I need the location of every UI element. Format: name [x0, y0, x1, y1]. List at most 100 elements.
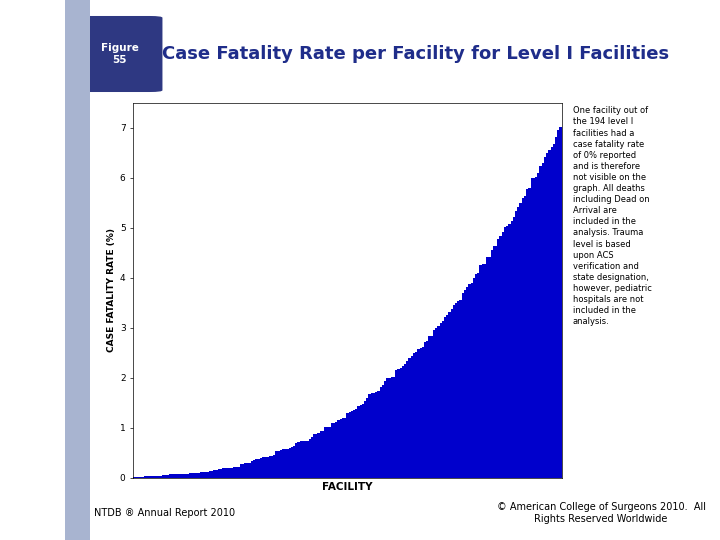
Bar: [279, 450, 282, 478]
Bar: [480, 265, 482, 478]
Bar: [211, 471, 213, 478]
Bar: [202, 472, 204, 478]
Bar: [451, 308, 453, 478]
Bar: [233, 468, 235, 478]
Bar: [207, 472, 209, 478]
Bar: [555, 138, 557, 478]
Bar: [269, 456, 271, 478]
Bar: [220, 469, 222, 478]
Bar: [182, 474, 184, 478]
Bar: [498, 239, 500, 478]
Bar: [484, 264, 486, 478]
Bar: [180, 474, 182, 478]
Text: One facility out of
the 194 level I
facilities had a
case fatality rate
of 0% re: One facility out of the 194 level I faci…: [572, 106, 652, 326]
Bar: [213, 470, 215, 478]
Bar: [251, 461, 253, 478]
Bar: [171, 475, 173, 478]
Bar: [340, 419, 342, 478]
Bar: [531, 178, 533, 478]
Bar: [258, 459, 260, 478]
Bar: [539, 166, 541, 478]
Bar: [477, 273, 480, 478]
Bar: [537, 173, 539, 478]
Bar: [215, 470, 217, 478]
Bar: [342, 418, 344, 478]
Bar: [379, 387, 382, 478]
Bar: [406, 361, 408, 478]
Bar: [246, 463, 248, 478]
Bar: [306, 441, 309, 478]
Bar: [238, 467, 240, 478]
Bar: [459, 300, 462, 478]
Bar: [391, 377, 393, 478]
Bar: [240, 464, 242, 478]
Bar: [433, 330, 435, 478]
Text: Figure
55: Figure 55: [101, 43, 139, 65]
Bar: [277, 451, 279, 478]
Text: NTDB ® Annual Report 2010: NTDB ® Annual Report 2010: [94, 508, 235, 518]
Bar: [235, 467, 238, 478]
Bar: [506, 226, 508, 478]
Bar: [287, 449, 289, 478]
Bar: [282, 449, 284, 478]
Bar: [65, 0, 90, 540]
Bar: [333, 423, 336, 478]
Bar: [328, 427, 330, 478]
Bar: [297, 442, 300, 478]
Text: Case Fatality Rate per Facility for Level I Facilities: Case Fatality Rate per Facility for Leve…: [163, 45, 670, 63]
Bar: [446, 315, 449, 478]
Bar: [204, 472, 207, 478]
Bar: [508, 224, 510, 478]
Bar: [544, 157, 546, 478]
Bar: [199, 472, 202, 478]
Bar: [293, 446, 295, 478]
Bar: [424, 341, 426, 478]
X-axis label: FACILITY: FACILITY: [322, 482, 373, 492]
Bar: [439, 323, 442, 478]
Bar: [273, 455, 275, 478]
Bar: [244, 463, 246, 478]
Bar: [377, 391, 379, 478]
Bar: [176, 474, 178, 478]
Bar: [384, 381, 386, 478]
Bar: [469, 284, 471, 478]
Bar: [386, 378, 389, 478]
Bar: [153, 476, 156, 478]
Bar: [453, 306, 455, 478]
Bar: [355, 409, 357, 478]
Bar: [393, 377, 395, 478]
Bar: [442, 321, 444, 478]
Bar: [197, 473, 199, 478]
Bar: [428, 336, 431, 478]
Bar: [359, 404, 362, 478]
Text: © American College of Surgeons 2010.  All
Rights Reserved Worldwide: © American College of Surgeons 2010. All…: [497, 502, 706, 524]
Bar: [330, 423, 333, 478]
Bar: [318, 433, 320, 478]
Bar: [435, 328, 437, 478]
Bar: [348, 412, 351, 478]
Bar: [404, 364, 406, 478]
Bar: [422, 347, 424, 478]
Bar: [346, 413, 348, 478]
Bar: [162, 475, 164, 478]
Bar: [324, 427, 326, 478]
Bar: [135, 477, 138, 478]
Bar: [189, 473, 191, 478]
Bar: [375, 393, 377, 478]
Bar: [482, 264, 484, 478]
Bar: [144, 476, 146, 478]
Bar: [353, 410, 355, 478]
Bar: [164, 475, 166, 478]
Bar: [490, 250, 492, 478]
Bar: [242, 463, 244, 478]
Bar: [320, 431, 322, 478]
Bar: [431, 335, 433, 478]
Bar: [156, 476, 158, 478]
Bar: [315, 434, 318, 478]
Bar: [140, 477, 142, 478]
Bar: [553, 144, 555, 478]
Bar: [373, 393, 375, 478]
Bar: [413, 353, 415, 478]
Bar: [264, 457, 266, 478]
Bar: [266, 457, 269, 478]
